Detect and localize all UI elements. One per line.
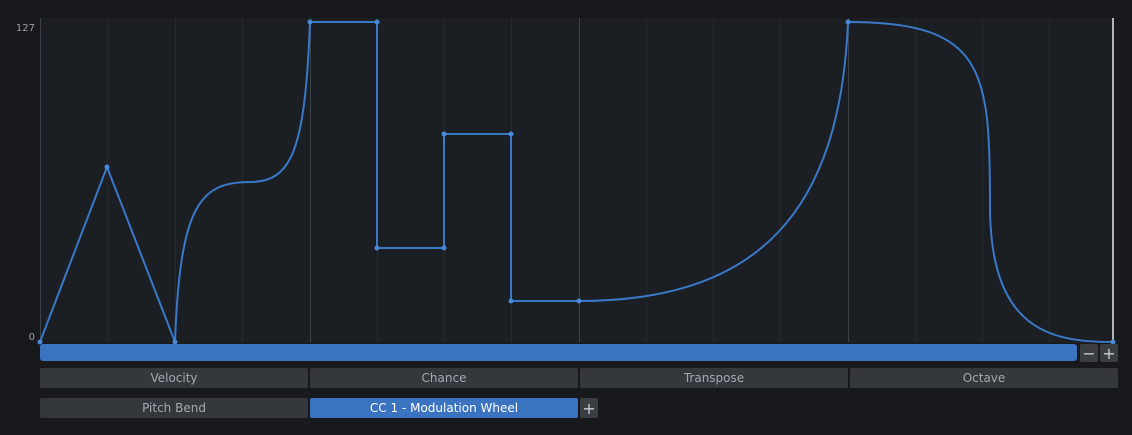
scrollbar[interactable] [40,344,1077,361]
curve-points [37,19,1116,345]
axis-min-label: 0 [29,332,35,343]
automation-curve[interactable] [39,20,1114,343]
zoom-in-button[interactable]: + [1100,344,1118,363]
tab[interactable]: Pitch Bend [40,398,308,418]
tab-active[interactable]: CC 1 - Modulation Wheel [310,398,578,418]
plot-area [40,18,1114,343]
tab[interactable]: Transpose [580,368,848,388]
zoom-out-button[interactable]: − [1080,344,1098,363]
tab[interactable]: Chance [310,368,578,388]
tab[interactable]: Octave [850,368,1118,388]
add-tab-button[interactable]: + [580,398,598,418]
tab[interactable]: Velocity [40,368,308,388]
major-grid [40,18,849,342]
axis-max-label: 127 [16,23,35,34]
curve-editor: 127 0 [16,18,1116,345]
